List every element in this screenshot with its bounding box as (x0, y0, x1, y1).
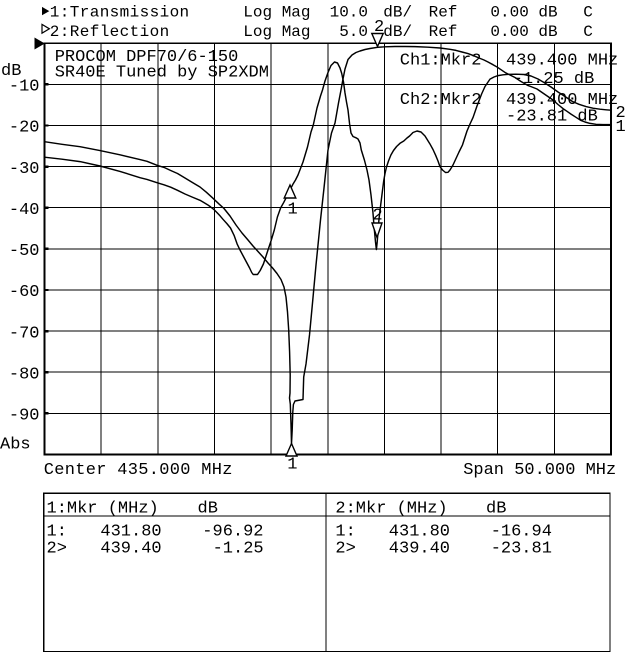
svg-text:5.0: 5.0 (339, 23, 368, 41)
svg-text:2:Reflection: 2:Reflection (50, 23, 170, 41)
svg-text:Log Mag: Log Mag (243, 23, 310, 41)
svg-text:1: 1 (616, 118, 626, 137)
svg-text:439.40: 439.40 (100, 539, 161, 558)
svg-text:431.80: 431.80 (389, 522, 450, 541)
svg-text:-20: -20 (9, 119, 40, 138)
svg-text:2:Mkr (MHz): 2:Mkr (MHz) (335, 499, 447, 518)
svg-text:-40: -40 (9, 201, 40, 220)
svg-text:Span 50.000 MHz: Span 50.000 MHz (463, 461, 616, 480)
svg-text:dB/: dB/ (383, 23, 412, 41)
svg-text:dB: dB (1, 62, 21, 81)
svg-text:-50: -50 (9, 242, 40, 261)
svg-text:0.00 dB: 0.00 dB (490, 3, 557, 21)
svg-text:439.400 MHz: 439.400 MHz (506, 51, 618, 70)
svg-text:dB: dB (198, 499, 218, 518)
svg-text:439.400 MHz: 439.400 MHz (506, 91, 618, 110)
svg-text:1:Mkr (MHz): 1:Mkr (MHz) (47, 499, 159, 518)
svg-text:-23.81: -23.81 (491, 539, 552, 558)
svg-text:1: 1 (287, 456, 297, 475)
svg-text:-10: -10 (9, 78, 40, 97)
svg-text:1:: 1: (47, 522, 67, 541)
svg-text:SR40E Tuned by SP2XDM: SR40E Tuned by SP2XDM (55, 64, 269, 83)
svg-text:Log Mag: Log Mag (243, 3, 310, 21)
svg-text:-70: -70 (9, 324, 40, 343)
svg-text:1:Transmission: 1:Transmission (50, 3, 190, 21)
svg-text:C: C (583, 23, 593, 41)
svg-text:431.80: 431.80 (100, 522, 161, 541)
svg-text:-90: -90 (9, 407, 40, 426)
svg-text:2>: 2> (47, 539, 67, 558)
svg-text:0.00 dB: 0.00 dB (490, 23, 557, 41)
svg-text:Abs: Abs (0, 436, 31, 455)
svg-text:439.40: 439.40 (389, 539, 450, 558)
svg-text:-16.94: -16.94 (491, 522, 552, 541)
svg-text:-60: -60 (9, 283, 40, 302)
svg-text:Ref: Ref (429, 3, 458, 21)
svg-text:-96.92: -96.92 (202, 522, 263, 541)
svg-text:dB: dB (486, 499, 506, 518)
svg-text:2: 2 (374, 18, 384, 37)
svg-text:-1.25: -1.25 (213, 539, 264, 558)
svg-text:2: 2 (616, 104, 626, 123)
svg-text:2>: 2> (335, 539, 355, 558)
svg-text:PROCOM DPF70/6-150: PROCOM DPF70/6-150 (55, 48, 239, 67)
svg-text:-80: -80 (9, 365, 40, 384)
svg-text:2: 2 (373, 207, 383, 226)
svg-text:-23.81 dB: -23.81 dB (506, 108, 598, 127)
svg-text:C: C (583, 3, 593, 21)
svg-text:10.0: 10.0 (330, 3, 368, 21)
svg-text:Ref: Ref (429, 23, 458, 41)
svg-text:1: 1 (288, 200, 298, 219)
svg-text:Ch1:Mkr2: Ch1:Mkr2 (400, 51, 482, 70)
svg-text:dB/: dB/ (383, 3, 412, 21)
svg-text:1:: 1: (335, 522, 355, 541)
svg-text:-1.25 dB: -1.25 dB (513, 70, 595, 89)
svg-text:Ch2:Mkr2: Ch2:Mkr2 (400, 91, 482, 110)
svg-text:Center 435.000 MHz: Center 435.000 MHz (44, 461, 233, 480)
svg-text:-30: -30 (9, 160, 40, 179)
